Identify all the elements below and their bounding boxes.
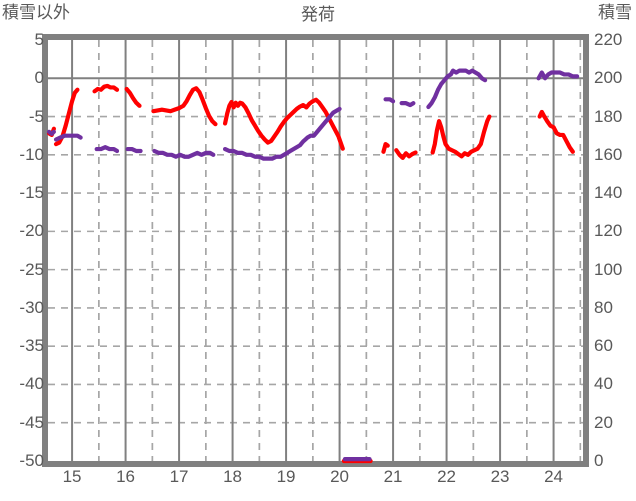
y-axis-right-tick-label: 100 <box>594 259 623 279</box>
y-axis-right-tick-label: 180 <box>594 106 623 126</box>
series-line-2-segment-8 <box>383 97 396 104</box>
plot-area <box>46 40 583 464</box>
y-axis-right-tick-label: 0 <box>594 451 604 470</box>
series-line-2-segment-11 <box>536 70 580 81</box>
y-axis-left-tick-label: -10 <box>19 144 44 164</box>
y-axis-right-tick-label: 40 <box>594 374 613 394</box>
y-axis-left-tick-label: -5 <box>28 106 44 126</box>
y-axis-left-tick-label: -30 <box>19 297 44 317</box>
chart-title: 発荷 <box>301 5 335 24</box>
x-axis-tick-label: 16 <box>116 467 136 486</box>
series-line-2-segment-10 <box>426 68 488 110</box>
series-line-1-segment-6 <box>222 97 345 151</box>
x-axis-tick-label: 15 <box>62 467 82 486</box>
x-axis-tick-label: 19 <box>276 467 296 486</box>
y-axis-left-tick-label: -15 <box>19 183 44 203</box>
series-line-1-segment-8 <box>381 141 390 154</box>
series-line-1-segment-11 <box>537 109 575 154</box>
x-axis-tick-label: 17 <box>169 467 189 486</box>
series-line-1-segment-10 <box>430 114 492 159</box>
series-line-2-segment-5 <box>152 148 216 159</box>
y-axis-left-tick-label: -20 <box>19 221 44 241</box>
series-line-1-segment-9 <box>394 148 418 160</box>
series-line-1-segment-4 <box>124 86 142 108</box>
y-axis-right-tick-label: 220 <box>594 30 623 49</box>
y-axis-left-tick-label: -45 <box>19 412 44 432</box>
series-line-2-segment-2 <box>53 133 83 142</box>
series-line-2-segment-6 <box>222 106 342 161</box>
y-axis-right-tick-label: 200 <box>594 68 623 88</box>
series-line-2-segment-3 <box>94 145 120 154</box>
y-axis-left-tick-label: -50 <box>19 451 44 470</box>
y-axis-right-tick-label: 60 <box>594 336 613 356</box>
y-axis-left-tick-label: -25 <box>19 259 44 279</box>
y-axis-left-tick-label: -35 <box>19 336 44 356</box>
series-line-2-segment-9 <box>399 101 416 108</box>
series-line-2-segment-1 <box>46 129 56 136</box>
y-axis-right-tick-label: 140 <box>594 183 623 203</box>
series-line-1-segment-3 <box>92 83 120 94</box>
y-axis-right-tick-label: 80 <box>594 297 613 317</box>
x-axis-tick-label: 23 <box>490 467 510 486</box>
y-axis-right-tick-label: 120 <box>594 221 623 241</box>
y-axis-left-tick-label: 0 <box>34 68 44 88</box>
x-axis-tick-label: 22 <box>437 467 457 486</box>
y-axis-right-tick-label: 160 <box>594 144 623 164</box>
series-line-1-segment-5 <box>151 86 218 127</box>
y-axis-left-tick-label: -40 <box>19 374 44 394</box>
right-axis-unit-label: 積雪 <box>598 3 632 22</box>
series-line-2-segment-4 <box>125 146 143 154</box>
left-axis-unit-label: 積雪以外 <box>2 3 70 22</box>
plot-frame <box>42 34 589 467</box>
x-axis-tick-label: 24 <box>544 467 564 486</box>
y-axis-right-tick-label: 20 <box>594 412 613 432</box>
x-axis-tick-label: 18 <box>223 467 243 486</box>
x-axis-tick-label: 20 <box>330 467 350 486</box>
series-layer <box>46 68 580 464</box>
y-axis-left-tick-label: 5 <box>34 30 44 49</box>
series-line-1-segment-2 <box>53 87 80 147</box>
x-axis-tick-label: 21 <box>383 467 403 486</box>
